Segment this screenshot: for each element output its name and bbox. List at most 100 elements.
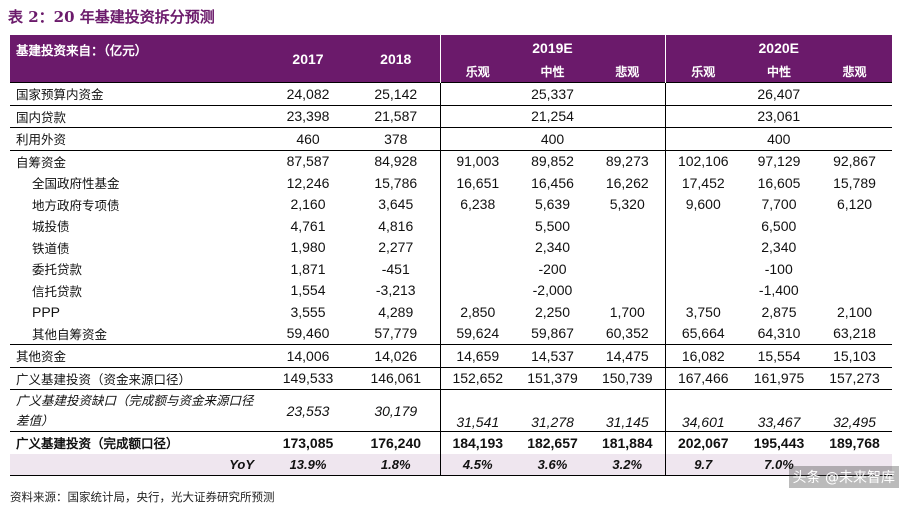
cell: 23,553 (264, 389, 352, 432)
cell: 3,645 (378, 196, 414, 213)
cell: 23,398 (264, 104, 352, 128)
cell: 34,601 (664, 389, 741, 432)
cell: 378 (352, 127, 440, 150)
table-row: 广义基建投资缺口（完成额与资金来源口径差值） 23,553 30,179 31,… (10, 389, 893, 432)
cell: 65,664 (664, 322, 741, 345)
cell: -3,213 (375, 282, 416, 299)
cell: 14,659 (439, 344, 515, 367)
cell: 97,129 (741, 149, 817, 172)
table-row: 其他自筹资金 59,460 57,779 59,624 59,867 60,35… (10, 322, 892, 345)
cell: 151,379 (515, 366, 590, 390)
cell: 2,340 (439, 236, 665, 258)
cell: 12,246 (286, 174, 330, 191)
cell: 2,850 (439, 301, 515, 323)
cell: 157,273 (817, 366, 893, 390)
cell: 3.6% (515, 453, 590, 476)
cell (817, 453, 893, 476)
header-row-years: 基建投资来自：（亿元） 2017 2018 2019E 2020E (10, 35, 893, 83)
cell: 31,541 (439, 389, 515, 432)
table-row: 广义基建投资（资金来源口径） 149,533 146,061 152,652 1… (10, 366, 893, 390)
table-row: 地方政府专项债 2,160 3,645 6,238 5,639 5,320 9,… (10, 193, 892, 215)
cell: 202,067 (664, 431, 741, 454)
cell: 6,120 (836, 196, 873, 213)
cell: 152,652 (439, 366, 515, 390)
cell: 25,337 (439, 82, 665, 105)
cell: 14,026 (352, 344, 440, 367)
header-2017: 2017 (264, 35, 352, 83)
row-label: 其他资金 (10, 344, 264, 367)
cell: 1,980 (290, 239, 326, 256)
row-label: 其他自筹资金 (32, 326, 108, 342)
cell: 149,533 (264, 366, 352, 390)
scenario-optimistic-2020: 乐观 (664, 61, 741, 83)
cell: 3.2% (590, 453, 665, 476)
cell: 31,278 (515, 389, 590, 432)
cell: 33,467 (741, 389, 817, 432)
infrastructure-table: 基建投资来自：（亿元） 2017 2018 2019E 2020E 乐观 中性 … (10, 35, 893, 476)
cell: -2,000 (439, 279, 665, 301)
cell: 3,750 (664, 301, 741, 323)
scenario-pessimistic-2019: 悲观 (590, 61, 665, 83)
cell: 59,867 (531, 325, 574, 342)
cell: 2,160 (290, 196, 326, 213)
cell: -451 (381, 260, 410, 277)
cell: 26,407 (664, 82, 893, 105)
cell: 5,320 (609, 196, 645, 213)
cell: 4,289 (378, 303, 414, 320)
cell: 15,789 (833, 174, 876, 191)
row-label: 广义基建投资缺口（完成额与资金来源口径差值） (10, 389, 264, 432)
header-row-scenarios: 乐观 中性 悲观 乐观 中性 悲观 (10, 61, 893, 83)
cell: 23,061 (664, 104, 893, 128)
table-row: YoY 13.9% 1.8% 4.5% 3.6% 3.2% 9.7 7.0% (10, 453, 893, 476)
cell: 1,871 (290, 260, 326, 277)
cell: 1,700 (609, 303, 645, 320)
cell: 30,179 (352, 389, 440, 432)
cell: 16,605 (757, 174, 801, 191)
cell: 102,106 (664, 149, 741, 172)
row-label: YoY (10, 453, 264, 476)
row-label: 全国政府性基金 (32, 176, 120, 192)
table-row: 国内贷款 23,398 21,587 21,254 23,061 (10, 104, 893, 128)
cell: 32,495 (817, 389, 893, 432)
cell: 195,443 (741, 431, 817, 454)
cell: 13.9% (264, 453, 352, 476)
row-label: PPP (32, 303, 61, 320)
cell: 176,240 (352, 431, 440, 454)
row-label: 信托贷款 (32, 283, 83, 299)
scenario-neutral-2020: 中性 (741, 61, 817, 83)
cell: 60,352 (605, 325, 649, 342)
cell: 2,875 (761, 303, 797, 320)
table-row: 广义基建投资（完成额口径） 173,085 176,240 184,193 18… (10, 431, 893, 454)
cell: 146,061 (352, 366, 440, 390)
cell: 9.7 (664, 453, 741, 476)
cell: 1.8% (352, 453, 440, 476)
header-label: 基建投资来自：（亿元） (10, 35, 264, 83)
scenario-optimistic-2019: 乐观 (439, 61, 515, 83)
cell: 31,145 (590, 389, 665, 432)
cell: 400 (664, 127, 893, 150)
cell: 21,254 (439, 104, 665, 128)
cell: 5,500 (439, 215, 665, 237)
cell: 21,587 (352, 104, 440, 128)
cell: 92,867 (817, 149, 893, 172)
cell: 16,262 (605, 174, 649, 191)
cell: 161,975 (741, 366, 817, 390)
row-label: 利用外资 (10, 127, 264, 150)
cell: 1,554 (290, 282, 326, 299)
cell: 59,460 (286, 325, 330, 342)
cell: 4,761 (290, 217, 326, 234)
cell: 57,779 (374, 325, 418, 342)
table-row: 铁道债 1,980 2,277 2,340 2,340 (10, 236, 893, 258)
cell: 167,466 (664, 366, 741, 390)
row-label: 自筹资金 (10, 149, 264, 172)
cell: 16,456 (531, 174, 574, 191)
source-note: 资料来源：国家统计局，央行，光大证券研究所预测 (10, 490, 275, 504)
cell: 17,452 (664, 172, 741, 194)
row-label: 委托贷款 (32, 262, 83, 278)
table-row: 城投债 4,761 4,816 5,500 6,500 (10, 215, 893, 237)
cell: 4,816 (378, 217, 414, 234)
table-row: 利用外资 460 378 400 400 (10, 127, 893, 150)
table-row: 国家预算内资金 24,082 25,142 25,337 26,407 (10, 82, 893, 105)
cell: -200 (439, 258, 665, 280)
cell: 15,554 (741, 344, 817, 367)
